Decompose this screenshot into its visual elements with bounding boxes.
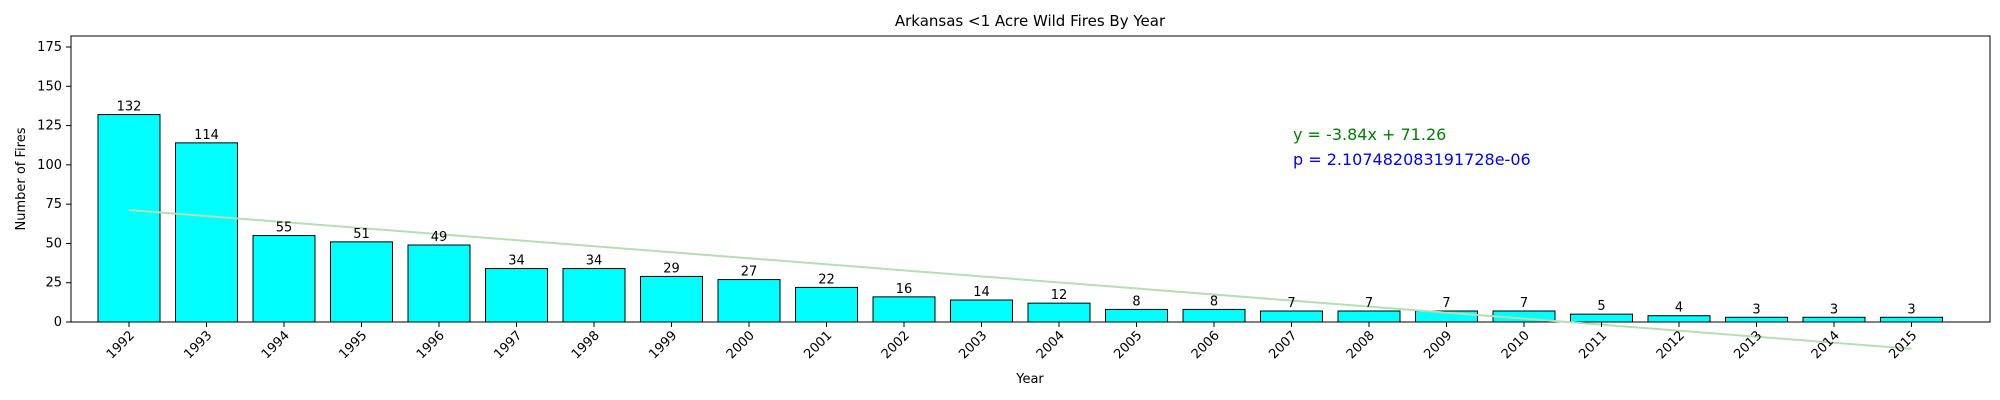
bar-2013 <box>1725 316 1788 323</box>
x-tick-label-2005: 2005 <box>1111 328 1145 362</box>
trendline-group <box>128 209 1912 350</box>
data-label-2013: 3 <box>1752 302 1760 317</box>
data-labels-group: 132 114 55 51 49 34 34 29 27 22 16 14 12 8 8 7 7 7 7 5 4 3 3 3 <box>117 100 1916 318</box>
y-axis-label: Number of Fires <box>14 127 29 230</box>
bar-1999 <box>640 275 703 323</box>
data-label-2002: 16 <box>896 282 913 297</box>
bar-2005 <box>1105 308 1168 323</box>
bar-1993 <box>175 142 238 323</box>
y-tick-label-175: 175 <box>37 40 62 55</box>
data-label-1998: 34 <box>586 254 603 269</box>
data-label-2006: 8 <box>1210 294 1218 309</box>
bar-2015 <box>1880 316 1943 323</box>
data-label-2000: 27 <box>741 265 758 280</box>
x-tick-label-2011: 2011 <box>1576 328 1610 362</box>
trendline-equation: y = -3.84x + 71.26 <box>1293 125 1446 144</box>
x-tick-label-1993: 1993 <box>181 328 215 362</box>
data-label-2004: 12 <box>1051 288 1068 303</box>
x-tick-label-2003: 2003 <box>956 328 990 362</box>
bar-1996 <box>407 244 471 323</box>
data-label-2010: 7 <box>1520 296 1528 311</box>
x-tick-label-2007: 2007 <box>1266 328 1300 362</box>
x-tick-label-2008: 2008 <box>1344 328 1378 362</box>
data-label-2011: 5 <box>1597 299 1605 314</box>
y-tick-label-25: 25 <box>45 276 62 291</box>
data-label-1993: 114 <box>194 128 219 143</box>
data-label-1992: 132 <box>117 100 142 115</box>
x-tick-label-2012: 2012 <box>1654 328 1688 362</box>
y-tick-label-100: 100 <box>37 158 62 173</box>
x-tick-label-2015: 2015 <box>1886 328 1920 362</box>
bar-2001 <box>795 286 858 323</box>
bar-2014 <box>1802 316 1866 323</box>
x-tick-label-2009: 2009 <box>1421 328 1455 362</box>
x-tick-label-2000: 2000 <box>724 328 758 362</box>
y-tick-label-0: 0 <box>54 315 62 330</box>
x-tick-label-2010: 2010 <box>1499 328 1533 362</box>
p-value-annotation: p = 2.107482083191728e-06 <box>1293 150 1531 169</box>
x-tick-label-1998: 1998 <box>569 328 603 362</box>
data-label-2015: 3 <box>1907 302 1915 317</box>
data-label-2007: 7 <box>1287 296 1295 311</box>
data-label-2012: 4 <box>1675 301 1683 316</box>
x-tick-label-2013: 2013 <box>1731 328 1765 362</box>
x-tick-label-2004: 2004 <box>1034 328 1068 362</box>
x-tick-label-1997: 1997 <box>491 328 525 362</box>
data-label-2009: 7 <box>1442 296 1450 311</box>
data-label-2014: 3 <box>1830 302 1838 317</box>
data-label-2003: 14 <box>973 285 990 300</box>
data-label-2001: 22 <box>818 272 835 287</box>
x-tick-label-1996: 1996 <box>414 328 448 362</box>
chart-title: Arkansas <1 Acre Wild Fires By Year <box>895 12 1166 30</box>
y-tick-label-125: 125 <box>37 119 62 134</box>
bar-2004 <box>1027 302 1091 323</box>
bar-2007 <box>1260 310 1323 323</box>
bars-group <box>97 114 1943 323</box>
data-label-2008: 7 <box>1365 296 1373 311</box>
trendline <box>128 209 1912 350</box>
x-tick-label-2001: 2001 <box>801 328 835 362</box>
bar-2011 <box>1570 313 1633 323</box>
y-tick-label-75: 75 <box>45 197 62 212</box>
x-tick-label-1999: 1999 <box>646 328 680 362</box>
x-axis-label: Year <box>1015 372 1044 387</box>
y-axis-ticks: 0 25 50 75 100 125 150 175 <box>37 40 71 330</box>
bar-1997 <box>485 268 548 323</box>
bar-1995 <box>330 241 393 323</box>
bar-2003 <box>950 299 1013 323</box>
y-tick-label-50: 50 <box>45 236 62 251</box>
bar-2006 <box>1182 308 1246 323</box>
data-label-2005: 8 <box>1132 294 1140 309</box>
bar-2000 <box>717 279 781 323</box>
bar-2002 <box>872 296 936 323</box>
data-label-1997: 34 <box>508 254 525 269</box>
x-tick-label-1992: 1992 <box>104 328 138 362</box>
data-label-1995: 51 <box>353 227 370 242</box>
bar-1992 <box>97 114 161 323</box>
x-tick-label-2014: 2014 <box>1809 328 1843 362</box>
data-label-1994: 55 <box>276 221 293 236</box>
x-tick-label-1994: 1994 <box>259 328 293 362</box>
bar-1998 <box>562 268 626 323</box>
bar-2008 <box>1337 310 1401 323</box>
x-tick-label-2002: 2002 <box>879 328 913 362</box>
bar-2012 <box>1647 315 1711 323</box>
x-tick-label-2006: 2006 <box>1189 328 1223 362</box>
y-tick-label-150: 150 <box>37 79 62 94</box>
bar-1994 <box>252 235 316 323</box>
x-tick-label-1995: 1995 <box>336 328 370 362</box>
data-label-1999: 29 <box>663 261 680 276</box>
data-label-1996: 49 <box>431 230 448 245</box>
